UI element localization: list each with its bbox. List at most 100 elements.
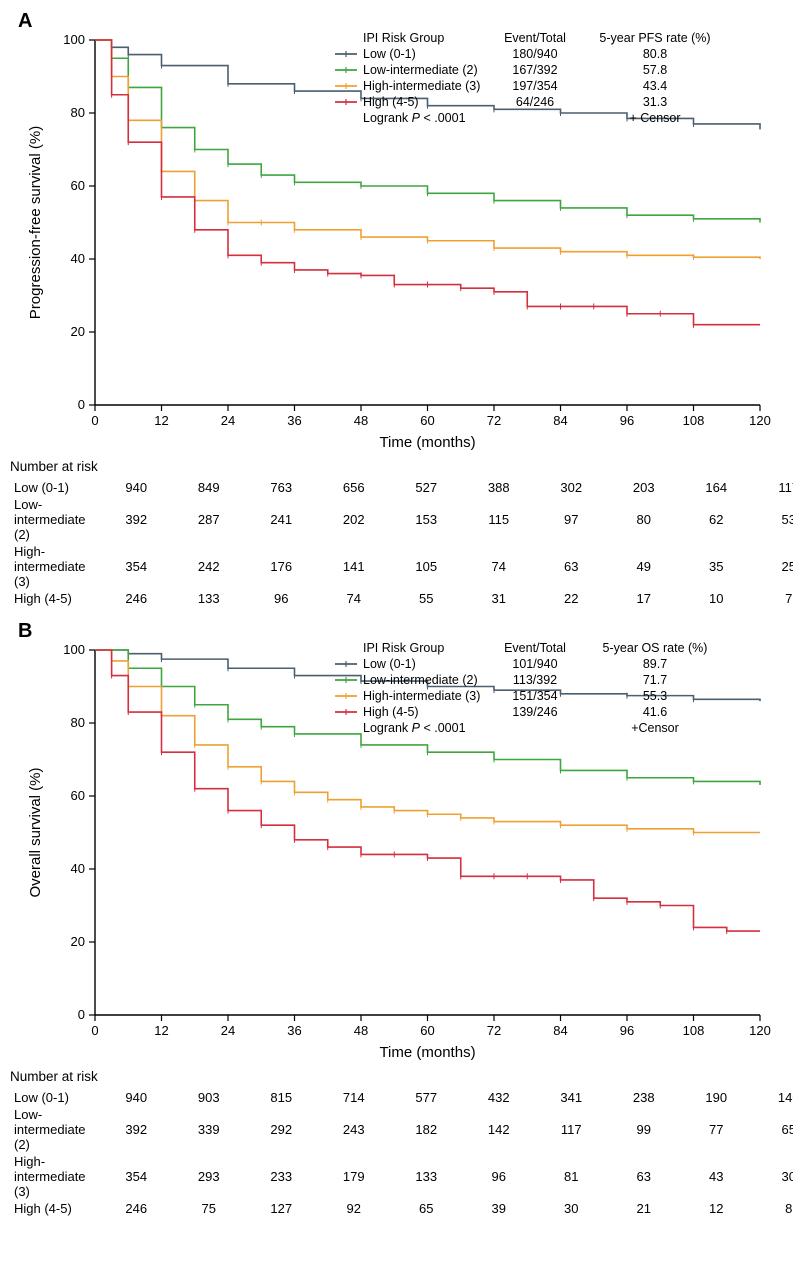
risk-cell: 233 [246,1154,317,1199]
svg-text:89.7: 89.7 [643,657,667,671]
svg-text:72: 72 [487,1023,501,1038]
risk-cell: 577 [391,1090,462,1105]
risk-cell: 176 [246,544,317,589]
risk-cell: 241 [246,497,317,542]
svg-text:60: 60 [71,178,85,193]
svg-text:84: 84 [553,1023,567,1038]
svg-text:41.6: 41.6 [643,705,667,719]
svg-text:Low (0-1): Low (0-1) [363,47,416,61]
risk-cell: 63 [609,1154,680,1199]
panel-a: A 02040608010001224364860728496108120Tim… [10,10,783,608]
risk-cell: 142 [464,1107,535,1152]
svg-text:60: 60 [71,788,85,803]
risk-cell: 203 [609,480,680,495]
risk-cell: 8 [754,1201,793,1216]
svg-text:Time (months): Time (months) [379,1044,475,1061]
svg-text:55.3: 55.3 [643,689,667,703]
svg-text:Low-intermediate (2): Low-intermediate (2) [363,673,478,687]
risk-cell: 77 [681,1107,752,1152]
svg-text:96: 96 [620,1023,634,1038]
risk-cell: 140 [754,1090,793,1105]
risk-cell: 65 [391,1201,462,1216]
panel-b-chart: 02040608010001224364860728496108120Time … [20,625,780,1065]
risk-cell: 354 [101,1154,172,1199]
risk-cell: 190 [681,1090,752,1105]
panel-b: B 02040608010001224364860728496108120Tim… [10,620,783,1218]
svg-text:5-year PFS rate (%): 5-year PFS rate (%) [599,31,710,45]
svg-text:IPI Risk Group: IPI Risk Group [363,31,444,45]
svg-text:60: 60 [420,413,434,428]
svg-text:139/246: 139/246 [512,705,557,719]
svg-text:Logrank P < .0001: Logrank P < .0001 [363,111,466,125]
risk-cell: 182 [391,1107,462,1152]
risk-cell: 53 [754,497,793,542]
svg-text:40: 40 [71,251,85,266]
svg-text:Event/Total: Event/Total [504,31,566,45]
risk-cell: 243 [319,1107,390,1152]
risk-cell: 302 [536,480,607,495]
svg-text:84: 84 [553,413,567,428]
risk-cell: 105 [391,544,462,589]
svg-text:12: 12 [154,413,168,428]
risk-cell: 388 [464,480,535,495]
risk-cell: 815 [246,1090,317,1105]
svg-text:48: 48 [354,413,368,428]
risk-cell: 133 [174,591,245,606]
risk-cell: 55 [391,591,462,606]
svg-text:108: 108 [683,1023,705,1038]
panel-b-label: B [18,620,783,643]
risk-cell: 714 [319,1090,390,1105]
svg-text:72: 72 [487,413,501,428]
risk-cell: 287 [174,497,245,542]
svg-text:40: 40 [71,861,85,876]
svg-text:197/354: 197/354 [512,79,557,93]
risk-cell: 17 [609,591,680,606]
risk-cell: 527 [391,480,462,495]
risk-cell: 43 [681,1154,752,1199]
risk-cell: 10 [681,591,752,606]
risk-cell: 903 [174,1090,245,1105]
risk-cell: 656 [319,480,390,495]
svg-text:60: 60 [420,1023,434,1038]
panel-a-chart: 02040608010001224364860728496108120Time … [20,15,780,455]
svg-text:20: 20 [71,934,85,949]
svg-text:43.4: 43.4 [643,79,667,93]
risk-cell: 940 [101,1090,172,1105]
svg-text:120: 120 [749,413,771,428]
svg-text:Event/Total: Event/Total [504,641,566,655]
risk-cell: 12 [681,1201,752,1216]
svg-text:Logrank P < .0001: Logrank P < .0001 [363,721,466,735]
svg-text:31.3: 31.3 [643,95,667,109]
risk-cell: 21 [609,1201,680,1216]
svg-text:5-year OS rate (%): 5-year OS rate (%) [603,641,708,655]
svg-text:0: 0 [78,397,85,412]
svg-text:100: 100 [63,32,85,47]
risk-row-label: High-intermediate (3) [12,544,99,589]
risk-cell: 92 [319,1201,390,1216]
risk-cell: 242 [174,544,245,589]
svg-text:101/940: 101/940 [512,657,557,671]
risk-cell: 117 [754,480,793,495]
risk-cell: 96 [464,1154,535,1199]
risk-cell: 339 [174,1107,245,1152]
risk-cell: 164 [681,480,752,495]
risk-cell: 127 [246,1201,317,1216]
risk-cell: 246 [101,1201,172,1216]
risk-cell: 153 [391,497,462,542]
risk-cell: 31 [464,591,535,606]
svg-text:71.7: 71.7 [643,673,667,687]
risk-cell: 99 [609,1107,680,1152]
svg-text:80.8: 80.8 [643,47,667,61]
risk-cell: 97 [536,497,607,542]
risk-cell: 80 [609,497,680,542]
risk-cell: 246 [101,591,172,606]
risk-cell: 341 [536,1090,607,1105]
svg-text:Low (0-1): Low (0-1) [363,657,416,671]
risk-row-label: High (4-5) [12,591,99,606]
risk-cell: 63 [536,544,607,589]
risk-cell: 133 [391,1154,462,1199]
svg-text:24: 24 [221,1023,235,1038]
risk-cell: 65 [754,1107,793,1152]
risk-row-label: Low-intermediate (2) [12,1107,99,1152]
panel-b-risk-title: Number at risk [10,1069,783,1084]
